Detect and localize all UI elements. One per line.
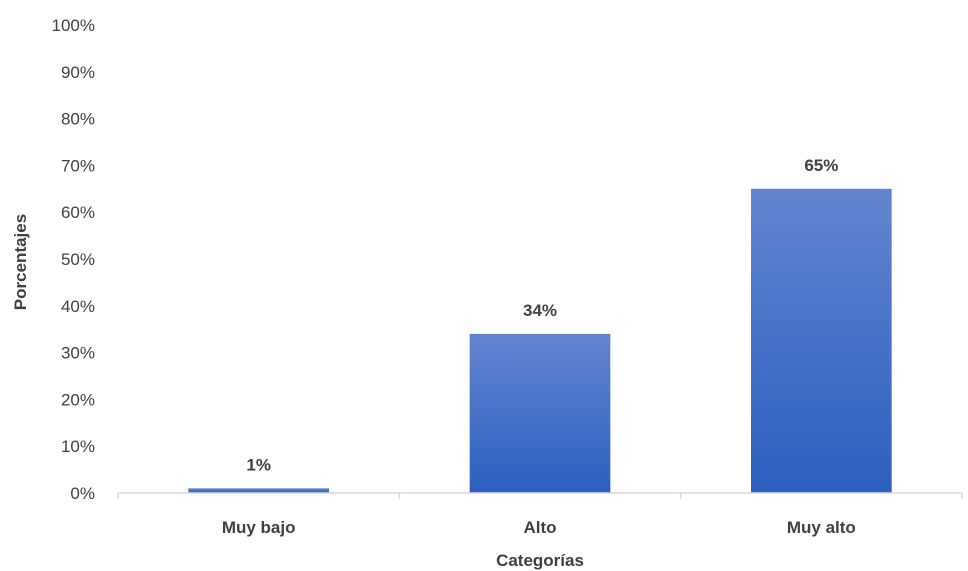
y-tick-label: 40% xyxy=(61,297,95,316)
category-label: Muy alto xyxy=(787,518,856,537)
x-axis-title: Categorías xyxy=(496,551,584,570)
y-tick-label: 60% xyxy=(61,203,95,222)
data-labels: 1% 34% 65% xyxy=(246,156,838,475)
y-axis-title: Porcentajes xyxy=(11,214,30,310)
data-label: 1% xyxy=(246,455,271,474)
data-label: 34% xyxy=(523,301,557,320)
bar-muy-bajo xyxy=(188,488,329,493)
x-axis-ticks xyxy=(117,493,963,499)
data-label: 65% xyxy=(804,156,838,175)
y-tick-label: 20% xyxy=(61,390,95,409)
category-label: Alto xyxy=(523,518,556,537)
y-tick-label: 80% xyxy=(61,110,95,129)
y-tick-label: 50% xyxy=(61,250,95,269)
y-tick-label: 100% xyxy=(52,16,95,35)
bar-muy-alto xyxy=(751,188,892,494)
y-tick-label: 0% xyxy=(70,484,95,503)
y-tick-label: 30% xyxy=(61,344,95,363)
category-label: Muy bajo xyxy=(222,518,296,537)
category-labels: Muy bajo Alto Muy alto xyxy=(222,518,856,537)
bars xyxy=(188,188,892,494)
y-tick-label: 70% xyxy=(61,156,95,175)
y-axis-ticks: 0% 10% 20% 30% 40% 50% 60% 70% 80% 90% 100% xyxy=(52,16,95,503)
bar-alto xyxy=(469,333,611,493)
y-tick-label: 10% xyxy=(61,437,95,456)
y-tick-label: 90% xyxy=(61,63,95,82)
